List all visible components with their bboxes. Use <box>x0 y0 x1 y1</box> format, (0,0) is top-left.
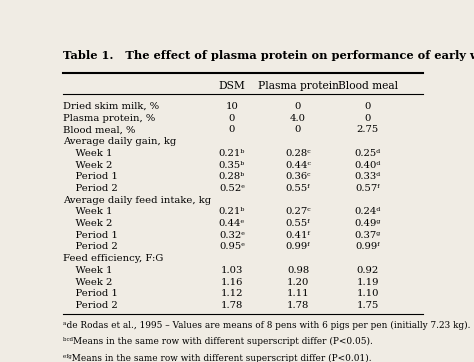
Text: 0.27ᶜ: 0.27ᶜ <box>285 207 311 216</box>
Text: 0.55ᶠ: 0.55ᶠ <box>286 219 310 228</box>
Text: 0.99ᶠ: 0.99ᶠ <box>286 243 310 252</box>
Text: Week 1: Week 1 <box>63 266 112 275</box>
Text: 0.57ᶠ: 0.57ᶠ <box>356 184 380 193</box>
Text: Period 2: Period 2 <box>63 301 118 310</box>
Text: Week 2: Week 2 <box>63 219 112 228</box>
Text: 0.95ᵉ: 0.95ᵉ <box>219 243 245 252</box>
Text: 1.03: 1.03 <box>221 266 243 275</box>
Text: 1.78: 1.78 <box>287 301 309 310</box>
Text: 0.35ᵇ: 0.35ᵇ <box>219 160 245 169</box>
Text: 0.28ᶜ: 0.28ᶜ <box>285 149 311 158</box>
Text: 0.98: 0.98 <box>287 266 309 275</box>
Text: 0.44ᵉ: 0.44ᵉ <box>219 219 245 228</box>
Text: 0: 0 <box>295 125 301 134</box>
Text: 0.92: 0.92 <box>357 266 379 275</box>
Text: Week 1: Week 1 <box>63 207 112 216</box>
Text: 10: 10 <box>226 102 238 111</box>
Text: 0.21ᵇ: 0.21ᵇ <box>219 207 245 216</box>
Text: ᵇᶜᵈMeans in the same row with different superscript differ (P<0.05).: ᵇᶜᵈMeans in the same row with different … <box>63 337 373 346</box>
Text: Blood meal: Blood meal <box>338 81 398 91</box>
Text: 1.78: 1.78 <box>221 301 243 310</box>
Text: Period 1: Period 1 <box>63 172 118 181</box>
Text: Week 2: Week 2 <box>63 278 112 287</box>
Text: 0: 0 <box>295 102 301 111</box>
Text: Week 2: Week 2 <box>63 160 112 169</box>
Text: 0.37ᵍ: 0.37ᵍ <box>355 231 381 240</box>
Text: 0: 0 <box>365 114 371 123</box>
Text: 0.24ᵈ: 0.24ᵈ <box>355 207 381 216</box>
Text: 0.36ᶜ: 0.36ᶜ <box>285 172 311 181</box>
Text: 0.32ᵉ: 0.32ᵉ <box>219 231 245 240</box>
Text: Plasma protein, %: Plasma protein, % <box>63 114 155 123</box>
Text: Blood meal, %: Blood meal, % <box>63 125 135 134</box>
Text: Dried skim milk, %: Dried skim milk, % <box>63 102 159 111</box>
Text: 1.12: 1.12 <box>221 289 243 298</box>
Text: 1.19: 1.19 <box>356 278 379 287</box>
Text: Period 2: Period 2 <box>63 184 118 193</box>
Text: 1.11: 1.11 <box>287 289 310 298</box>
Text: 4.0: 4.0 <box>290 114 306 123</box>
Text: 0: 0 <box>365 102 371 111</box>
Text: Plasma protein: Plasma protein <box>257 81 338 91</box>
Text: 0.44ᶜ: 0.44ᶜ <box>285 160 311 169</box>
Text: Feed efficiency, F:G: Feed efficiency, F:G <box>63 254 164 263</box>
Text: 1.75: 1.75 <box>356 301 379 310</box>
Text: Week 1: Week 1 <box>63 149 112 158</box>
Text: 0.21ᵇ: 0.21ᵇ <box>219 149 245 158</box>
Text: 2.75: 2.75 <box>357 125 379 134</box>
Text: Period 2: Period 2 <box>63 243 118 252</box>
Text: Period 1: Period 1 <box>63 289 118 298</box>
Text: DSM: DSM <box>219 81 246 91</box>
Text: Average daily gain, kg: Average daily gain, kg <box>63 137 176 146</box>
Text: 0.25ᵈ: 0.25ᵈ <box>355 149 381 158</box>
Text: 0.40ᵈ: 0.40ᵈ <box>355 160 381 169</box>
Text: 1.16: 1.16 <box>221 278 243 287</box>
Text: 0.33ᵈ: 0.33ᵈ <box>355 172 381 181</box>
Text: 0.28ᵇ: 0.28ᵇ <box>219 172 245 181</box>
Text: 0.49ᵍ: 0.49ᵍ <box>355 219 381 228</box>
Text: Average daily feed intake, kg: Average daily feed intake, kg <box>63 195 211 205</box>
Text: 0: 0 <box>229 114 235 123</box>
Text: Table 1.   The effect of plasma protein on performance of early weaned pigsᵃ.: Table 1. The effect of plasma protein on… <box>63 50 474 62</box>
Text: 0.41ᶠ: 0.41ᶠ <box>286 231 310 240</box>
Text: ᵉᶠᵍMeans in the same row with different superscript differ (P<0.01).: ᵉᶠᵍMeans in the same row with different … <box>63 353 372 362</box>
Text: 1.20: 1.20 <box>287 278 309 287</box>
Text: 0.52ᵉ: 0.52ᵉ <box>219 184 245 193</box>
Text: ᵃde Rodas et al., 1995 – Values are means of 8 pens with 6 pigs per pen (initial: ᵃde Rodas et al., 1995 – Values are mean… <box>63 321 470 330</box>
Text: Period 1: Period 1 <box>63 231 118 240</box>
Text: 0.99ᶠ: 0.99ᶠ <box>356 243 380 252</box>
Text: 0: 0 <box>229 125 235 134</box>
Text: 1.10: 1.10 <box>356 289 379 298</box>
Text: 0.55ᶠ: 0.55ᶠ <box>286 184 310 193</box>
